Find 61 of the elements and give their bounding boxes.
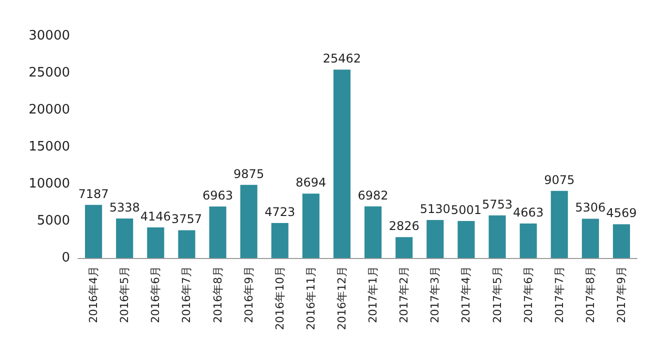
data-label: 5338 <box>109 200 140 214</box>
data-label: 4569 <box>606 206 637 220</box>
bar <box>209 206 226 258</box>
x-tick-label: 2016年11月 <box>304 266 318 330</box>
bar <box>333 70 351 258</box>
y-tick-label: 15000 <box>28 140 70 154</box>
data-label: 4663 <box>513 205 544 220</box>
x-tick-label: 2017年6月 <box>522 266 535 323</box>
bar <box>240 184 258 258</box>
x-tick-label: 2016年9月 <box>242 266 256 323</box>
x-tick-label: 2017年5月 <box>490 266 504 323</box>
data-label: 5306 <box>575 200 606 215</box>
data-label: 9875 <box>234 166 264 181</box>
y-tick-label: 25000 <box>28 66 70 80</box>
bar <box>612 224 630 258</box>
data-label: 5001 <box>450 202 482 217</box>
x-tick-label: 2017年3月 <box>428 266 442 323</box>
bar <box>147 227 164 258</box>
data-label: 4146 <box>140 209 171 224</box>
bar <box>550 190 568 258</box>
x-tick-label: 2016年5月 <box>118 266 132 323</box>
data-label: 6963 <box>202 188 234 202</box>
y-tick-label: 20000 <box>28 102 70 118</box>
bar <box>582 218 599 258</box>
bar <box>520 223 537 258</box>
data-label: 9075 <box>544 172 575 187</box>
y-tick-label: 30000 <box>28 28 70 44</box>
x-tick-label: 2017年2月 <box>398 266 411 323</box>
bar <box>84 204 102 258</box>
data-label: 25462 <box>322 52 362 66</box>
bar <box>271 223 288 258</box>
bar <box>178 230 196 258</box>
data-label: 5753 <box>482 197 513 212</box>
data-label: 5130 <box>420 202 450 216</box>
x-tick-label: 2017年7月 <box>552 266 566 323</box>
x-tick-label: 2016年8月 <box>211 266 224 323</box>
bar <box>458 220 475 258</box>
x-tick-label: 2016年12月 <box>335 266 348 330</box>
data-label: 3757 <box>171 212 202 226</box>
x-tick-label: 2017年8月 <box>584 266 597 323</box>
bar <box>396 237 413 258</box>
data-label: 7187 <box>78 186 109 201</box>
x-tick-label: 2017年9月 <box>614 266 628 323</box>
bar <box>364 206 382 258</box>
x-tick-label: 2017年4月 <box>460 266 473 323</box>
x-tick-label: 2016年4月 <box>87 266 100 323</box>
data-label: 6982 <box>358 188 388 202</box>
y-tick-label: 0 <box>62 250 70 266</box>
data-label: 8694 <box>296 176 326 190</box>
x-tick-label: 2017年1月 <box>366 266 380 323</box>
bar <box>426 220 444 258</box>
y-tick-label: 5000 <box>36 214 70 228</box>
x-tick-label: 2016年6月 <box>149 266 162 323</box>
bar <box>488 215 506 258</box>
y-tick-label: 10000 <box>28 176 70 192</box>
bar <box>302 194 320 258</box>
bar <box>116 218 134 258</box>
x-tick-label: 2016年7月 <box>180 266 194 323</box>
data-label: 4723 <box>264 205 296 220</box>
x-tick-label: 2016年10月 <box>273 266 286 330</box>
data-label: 2826 <box>388 219 420 234</box>
